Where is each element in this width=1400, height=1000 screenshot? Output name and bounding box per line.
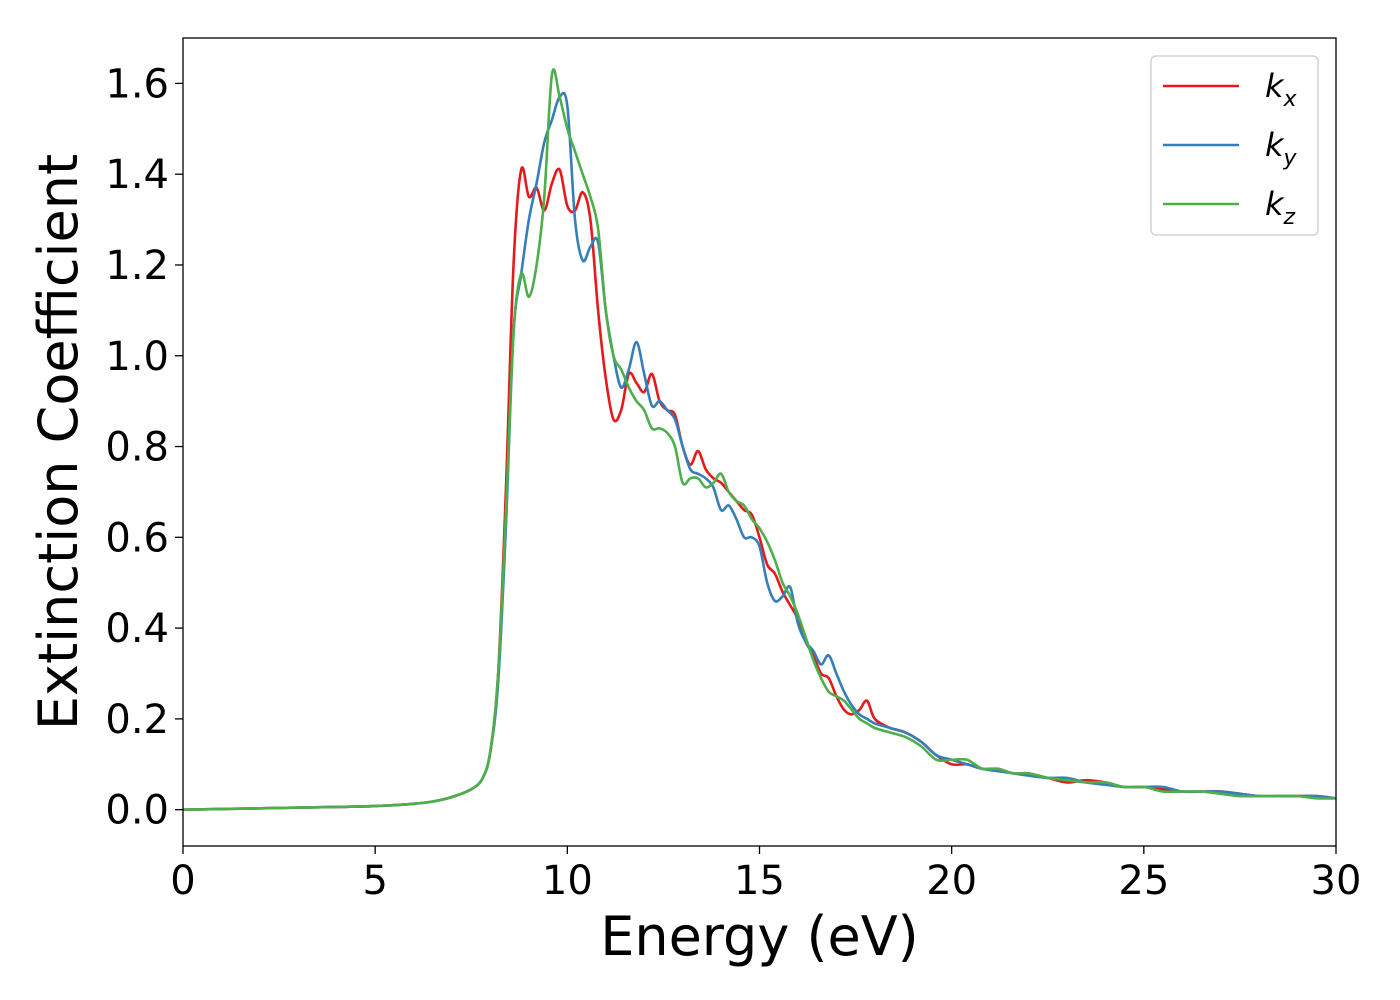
y-tick-label: 1.4 [105, 152, 169, 198]
x-axis-label: Energy (eV) [600, 905, 919, 968]
legend-label-subscript: z [1283, 205, 1296, 230]
y-tick-label: 1.2 [105, 243, 169, 289]
x-tick-label: 5 [362, 858, 387, 904]
legend-label-main: k [1265, 185, 1285, 223]
legend-label-kz: kz [1265, 185, 1296, 230]
series-line-kz [183, 68, 1336, 811]
x-tick-label: 25 [1118, 858, 1169, 904]
y-tick-label: 1.0 [105, 334, 169, 380]
legend-label-subscript: y [1283, 146, 1298, 171]
y-tick-label: 0.8 [105, 425, 169, 471]
legend-label-main: k [1265, 67, 1285, 105]
y-tick-label: 1.6 [105, 61, 169, 107]
x-tick-label: 10 [542, 858, 593, 904]
x-tick-label: 20 [926, 858, 977, 904]
y-axis-ticks: 0.0 0.2 0.4 0.6 0.8 1.0 1.2 1.4 1.6 [105, 61, 183, 834]
x-tick-label: 0 [170, 858, 195, 904]
series-layer [183, 68, 1336, 811]
legend-label-main: k [1265, 126, 1285, 164]
y-tick-label: 0.6 [105, 515, 169, 561]
legend-label-kx: kx [1265, 67, 1298, 112]
x-tick-label: 15 [734, 858, 785, 904]
y-tick-label: 0.0 [105, 788, 169, 834]
x-tick-label: 30 [1311, 858, 1362, 904]
y-tick-label: 0.2 [105, 697, 169, 743]
series-line-kx [183, 166, 1336, 811]
y-axis-label: Extinction Coefficient [27, 154, 90, 730]
legend-label-subscript: x [1283, 87, 1298, 112]
y-tick-label: 0.4 [105, 606, 169, 652]
x-axis-ticks: 0 5 10 15 20 25 30 [170, 846, 1361, 904]
legend-label-ky: ky [1265, 126, 1298, 171]
